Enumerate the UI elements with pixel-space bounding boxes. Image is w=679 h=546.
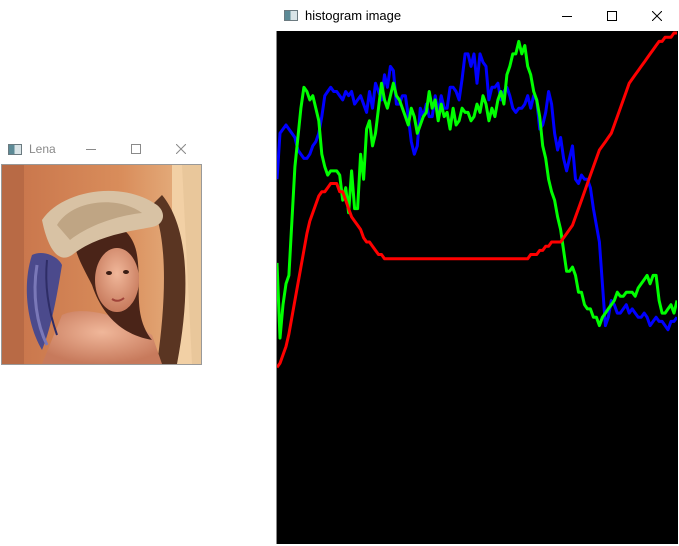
maximize-icon	[606, 10, 617, 21]
opencv-window-icon	[284, 10, 298, 21]
lena-close-button[interactable]	[158, 136, 203, 162]
histogram-window[interactable]: histogram image	[276, 0, 679, 546]
histogram-titlebar[interactable]: histogram image	[276, 0, 679, 31]
maximize-icon	[130, 144, 141, 154]
lena-window[interactable]: Lena	[0, 136, 203, 366]
histogram-series-line-0	[277, 52, 677, 332]
histogram-window-title: histogram image	[305, 8, 402, 23]
histogram-minimize-button[interactable]	[544, 0, 589, 31]
lena-maximize-button[interactable]	[113, 136, 158, 162]
lena-photo	[1, 164, 202, 365]
minimize-icon	[85, 149, 96, 150]
histogram-chart	[277, 31, 677, 369]
histogram-close-button[interactable]	[634, 0, 679, 31]
histogram-series-line-2	[277, 31, 677, 369]
minimize-icon	[561, 15, 572, 17]
lena-minimize-button[interactable]	[68, 136, 113, 162]
histogram-maximize-button[interactable]	[589, 0, 634, 31]
close-icon	[175, 144, 186, 154]
histogram-series-line-1	[277, 39, 677, 340]
lena-window-title: Lena	[29, 142, 56, 156]
close-icon	[651, 10, 662, 21]
histogram-canvas	[276, 31, 678, 544]
opencv-window-icon	[8, 143, 22, 155]
lena-titlebar[interactable]: Lena	[0, 136, 203, 162]
